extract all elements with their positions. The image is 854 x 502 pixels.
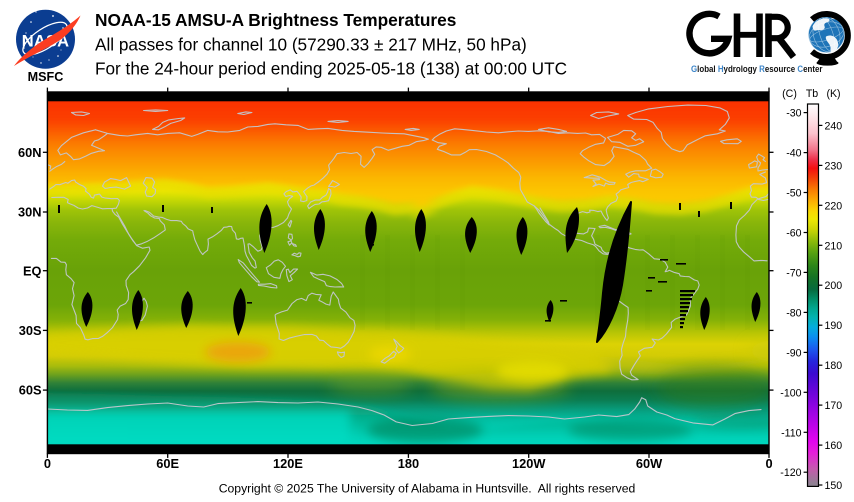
svg-text:60W: 60W [636, 456, 663, 471]
svg-text:-100: -100 [780, 387, 801, 399]
svg-text:-30: -30 [786, 108, 801, 120]
svg-text:0: 0 [765, 456, 772, 471]
svg-text:120W: 120W [512, 456, 546, 471]
svg-text:-120: -120 [780, 467, 801, 479]
svg-text:-40: -40 [786, 148, 801, 160]
svg-text:(C): (C) [782, 88, 797, 100]
svg-text:Tb: Tb [806, 88, 818, 100]
svg-text:Global Hydrology Resource Cent: Global Hydrology Resource Center [691, 63, 823, 74]
svg-text:190: 190 [825, 320, 843, 332]
svg-text:-110: -110 [781, 427, 802, 439]
svg-text:180: 180 [398, 456, 419, 471]
svg-text:220: 220 [825, 200, 843, 212]
svg-text:60E: 60E [156, 456, 179, 471]
svg-text:Copyright © 2025 The Universit: Copyright © 2025 The University of Alaba… [219, 482, 636, 496]
svg-text:0: 0 [44, 456, 51, 471]
svg-text:-50: -50 [786, 188, 801, 200]
svg-text:30S: 30S [19, 323, 42, 338]
svg-text:MSFC: MSFC [28, 70, 64, 84]
svg-text:(K): (K) [826, 88, 840, 100]
svg-text:150: 150 [825, 480, 843, 492]
svg-text:240: 240 [825, 120, 843, 132]
svg-text:For the 24-hour period ending: For the 24-hour period ending 2025-05-18… [95, 59, 567, 79]
svg-text:160: 160 [825, 440, 843, 452]
svg-text:180: 180 [825, 360, 843, 372]
svg-text:-80: -80 [786, 307, 801, 319]
svg-text:30N: 30N [18, 205, 41, 220]
svg-text:170: 170 [825, 400, 843, 412]
svg-text:-90: -90 [786, 347, 801, 359]
svg-text:60N: 60N [18, 145, 41, 160]
svg-text:EQ: EQ [23, 263, 42, 278]
svg-text:120E: 120E [273, 456, 303, 471]
svg-text:All passes for channel 10 (572: All passes for channel 10 (57290.33 ± 21… [95, 34, 527, 54]
svg-text:-60: -60 [786, 228, 801, 240]
svg-text:230: 230 [825, 160, 843, 172]
svg-text:60S: 60S [19, 383, 42, 398]
svg-text:210: 210 [825, 240, 843, 252]
svg-text:NOAA-15 AMSU-A Brightness Temp: NOAA-15 AMSU-A Brightness Temperatures [95, 10, 456, 30]
svg-text:-70: -70 [786, 267, 801, 279]
svg-text:200: 200 [825, 280, 843, 292]
